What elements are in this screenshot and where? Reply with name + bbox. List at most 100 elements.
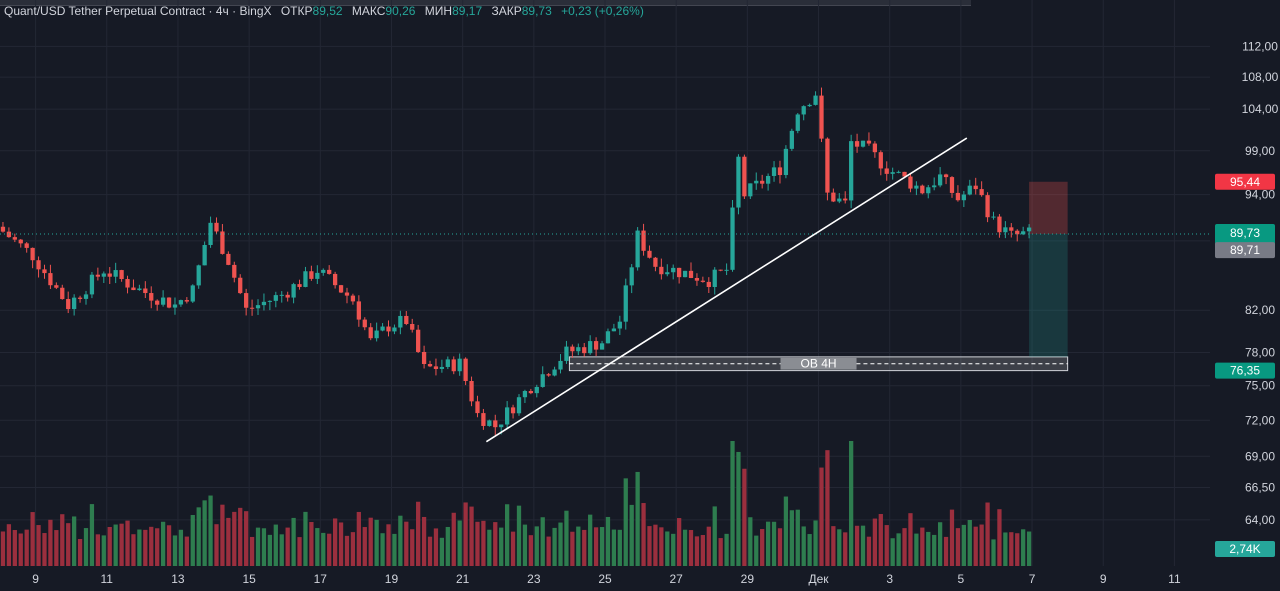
candle	[671, 267, 676, 273]
price-axis[interactable]: 112,00108,00104,0099,0094,0089,0082,0078…	[1242, 39, 1279, 527]
volume-bar	[777, 528, 783, 566]
candle	[564, 346, 569, 361]
candle	[807, 104, 812, 107]
candle	[677, 267, 682, 278]
price-tick-label: 64,00	[1245, 513, 1275, 527]
volume-bar	[736, 451, 741, 566]
time-tick-label: 17	[314, 572, 328, 586]
volume-bar	[60, 514, 65, 566]
volume-bar	[12, 530, 17, 566]
candle	[789, 130, 794, 149]
volume-bar	[36, 525, 41, 566]
volume-bar	[860, 525, 866, 566]
time-tick-label: 9	[32, 572, 39, 586]
volume-bar	[475, 521, 480, 566]
candle	[101, 273, 106, 277]
candle	[457, 358, 462, 372]
candle	[961, 194, 966, 201]
volume-bar	[611, 529, 617, 566]
volume-bar	[77, 538, 83, 566]
volume-bar	[742, 468, 747, 566]
candle	[635, 230, 640, 268]
volume-bar	[380, 533, 385, 566]
price-tick-label: 72,00	[1245, 413, 1275, 427]
volume-bar	[890, 538, 895, 566]
volume-bar	[504, 504, 510, 566]
candle	[866, 140, 872, 144]
volume-bar	[825, 450, 830, 566]
volume-bar	[908, 513, 913, 566]
candle	[558, 360, 563, 370]
volume-bar	[309, 522, 314, 566]
volume-bar	[303, 511, 308, 566]
candle	[279, 294, 284, 296]
candle	[125, 279, 130, 288]
volume-bar	[552, 527, 557, 566]
volume-bar	[724, 533, 729, 566]
volume-bar	[546, 536, 551, 566]
candle	[1003, 227, 1008, 233]
candle	[368, 327, 373, 339]
volume-bar	[445, 526, 450, 566]
candle	[451, 359, 456, 372]
volume-bar	[321, 532, 326, 566]
time-axis[interactable]: 9 11 13 15 17 19 21 23 25 27 29 Дек 3 5 7 9 11	[32, 572, 1181, 586]
candle	[72, 297, 77, 310]
volume-bar	[6, 524, 12, 566]
candle	[534, 386, 539, 394]
candle	[540, 374, 545, 387]
candle	[1009, 227, 1014, 231]
volume-bar	[647, 526, 652, 566]
candle	[932, 185, 937, 188]
candle	[647, 250, 652, 258]
candle	[143, 288, 148, 294]
candle	[362, 319, 367, 328]
trendline[interactable]	[485, 137, 968, 443]
candle	[202, 244, 207, 266]
ob-zone[interactable]: OB 4H	[568, 356, 1069, 372]
short-position-tool[interactable]	[1029, 181, 1068, 357]
time-tick-label: 5	[958, 572, 965, 586]
volume-bar	[0, 531, 6, 566]
volume-bar	[623, 478, 628, 566]
volume-bar	[807, 534, 812, 566]
trendline-segment	[485, 137, 968, 443]
time-tick-label: 21	[456, 572, 470, 586]
candle	[510, 407, 516, 414]
time-tick-label: 3	[886, 572, 893, 586]
volume-bar	[433, 528, 439, 566]
candle	[552, 369, 557, 376]
volume-bar	[718, 538, 723, 566]
volume-bar	[119, 523, 124, 566]
volume-bar	[920, 527, 925, 566]
volume-bar	[190, 514, 195, 566]
candle	[232, 264, 237, 278]
ob-zone-label: OB 4H	[801, 357, 837, 371]
candles	[0, 87, 1210, 436]
ob-zone-label-bg	[780, 357, 857, 370]
candle	[700, 280, 706, 282]
candle	[149, 293, 154, 301]
candle	[854, 141, 860, 147]
candle	[178, 300, 184, 305]
volume-bar	[469, 506, 474, 566]
candle	[226, 253, 231, 265]
candle	[427, 364, 433, 367]
volume-bar	[202, 500, 207, 566]
candle	[1015, 230, 1020, 235]
volume-bar	[943, 536, 949, 566]
candle	[718, 269, 723, 271]
candle	[611, 328, 617, 332]
volume-bar	[232, 511, 237, 566]
volume-bar	[143, 529, 148, 566]
toolbar-strip[interactable]	[0, 0, 971, 6]
volume-bar	[659, 527, 664, 566]
candle	[546, 374, 551, 376]
candle	[208, 222, 213, 245]
candle	[682, 270, 688, 278]
volume-bar	[83, 528, 89, 566]
candle	[66, 299, 71, 310]
